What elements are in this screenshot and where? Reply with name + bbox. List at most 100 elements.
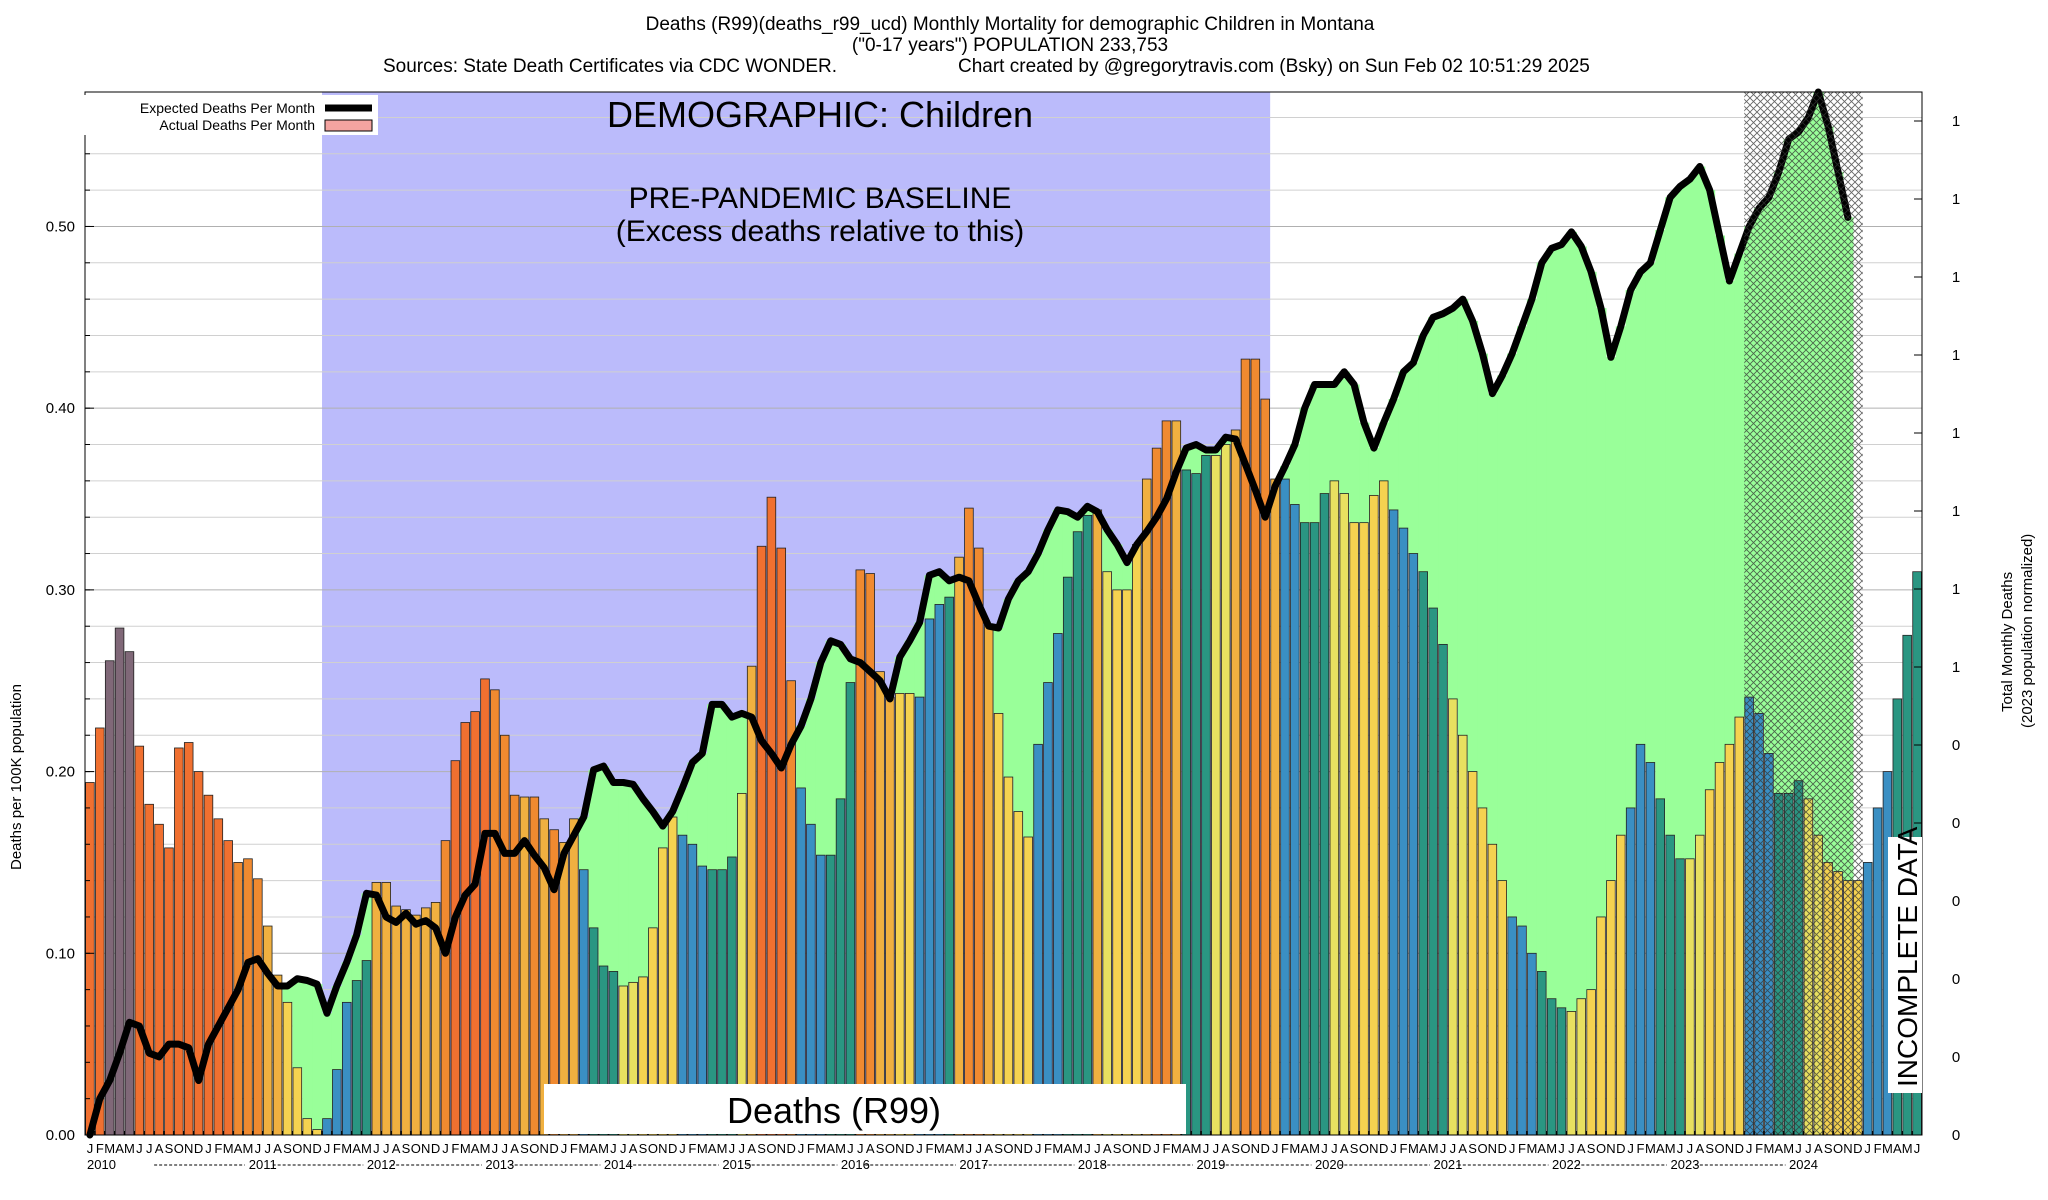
- actual-bar: [1082, 514, 1093, 1136]
- actual-bar: [1329, 480, 1340, 1136]
- excess-area: [894, 657, 906, 694]
- actual-bar: [1092, 509, 1103, 1136]
- year-label: 2011: [249, 1157, 277, 1172]
- actual-bar: [766, 496, 777, 1136]
- month-label: J: [1568, 1141, 1575, 1156]
- year-label: 2019: [1196, 1157, 1225, 1172]
- excess-area: [361, 893, 372, 961]
- month-label: O: [1122, 1141, 1132, 1156]
- month-label: A: [1893, 1141, 1902, 1156]
- month-label: S: [1824, 1141, 1833, 1156]
- month-label: S: [165, 1141, 174, 1156]
- month-label: S: [639, 1141, 648, 1156]
- actual-bar: [1507, 916, 1517, 1136]
- excess-area: [1398, 371, 1409, 529]
- actual-bar: [1556, 1007, 1567, 1136]
- month-label: J: [620, 1141, 627, 1156]
- month-label: A: [1695, 1141, 1704, 1156]
- actual-bar: [411, 914, 421, 1136]
- month-label: A: [708, 1141, 717, 1156]
- month-label: F: [1162, 1141, 1170, 1156]
- year-label: 2015: [722, 1157, 751, 1172]
- actual-bar: [1161, 420, 1172, 1136]
- month-label: J: [1914, 1141, 1921, 1156]
- actual-bar: [1201, 455, 1211, 1136]
- month-label: M: [1052, 1141, 1063, 1156]
- excess-area: [1043, 529, 1054, 683]
- baseline-label-line1: PRE-PANDEMIC BASELINE: [629, 182, 1012, 215]
- month-label: F: [925, 1141, 933, 1156]
- line-layer: [86, 88, 1852, 1139]
- actual-bar: [480, 678, 490, 1136]
- actual-bar: [213, 818, 224, 1136]
- month-label: A: [1814, 1141, 1823, 1156]
- actual-bar: [1714, 762, 1725, 1136]
- month-label: M: [361, 1141, 372, 1156]
- excess-area: [1536, 262, 1548, 972]
- actual-bar: [1862, 862, 1873, 1136]
- month-label: J: [324, 1141, 331, 1156]
- year-label: 2013: [485, 1157, 514, 1172]
- actual-bar: [1122, 589, 1132, 1136]
- month-label: O: [1714, 1141, 1724, 1156]
- excess-area: [1329, 384, 1340, 481]
- month-label: J: [1450, 1141, 1457, 1156]
- actual-bar: [1517, 925, 1527, 1136]
- actual-bar: [954, 556, 964, 1136]
- actual-bar: [1369, 494, 1379, 1136]
- excess-area: [1645, 262, 1656, 763]
- excess-area: [1457, 299, 1469, 736]
- actual-bar: [203, 794, 214, 1136]
- excess-area: [1013, 580, 1024, 812]
- month-label: M: [578, 1141, 589, 1156]
- actual-bar: [1053, 633, 1063, 1136]
- year-label: 2017: [959, 1157, 988, 1172]
- month-label: O: [292, 1141, 302, 1156]
- month-label: M: [1408, 1141, 1419, 1156]
- excess-area: [1497, 375, 1508, 881]
- excess-area: [1339, 371, 1350, 494]
- excess-area: [292, 978, 303, 1068]
- excess-area: [1299, 408, 1311, 523]
- month-label: N: [1251, 1141, 1260, 1156]
- excess-area: [1684, 179, 1696, 859]
- excess-area: [647, 811, 659, 928]
- actual-bar: [855, 569, 866, 1136]
- actual-bar: [470, 711, 480, 1136]
- actual-bar: [1487, 843, 1498, 1136]
- legend-swatch-actual: [324, 119, 373, 132]
- excess-area: [924, 575, 935, 619]
- month-label: M: [697, 1141, 708, 1156]
- actual-bar: [983, 624, 994, 1136]
- year-label: 2022: [1552, 1157, 1581, 1172]
- month-label: M: [1428, 1141, 1439, 1156]
- month-label: M: [1171, 1141, 1182, 1156]
- month-label: D: [1735, 1141, 1744, 1156]
- month-label: J: [1203, 1141, 1210, 1156]
- actual-bar: [1408, 553, 1419, 1136]
- month-label: O: [529, 1141, 539, 1156]
- month-label: D: [312, 1141, 321, 1156]
- month-label: N: [303, 1141, 312, 1156]
- month-label: F: [570, 1141, 578, 1156]
- month-label: M: [1546, 1141, 1557, 1156]
- y2-tick-label: 0: [1952, 1049, 1960, 1066]
- month-label: D: [1616, 1141, 1625, 1156]
- excess-area: [1566, 231, 1577, 1012]
- month-label: S: [1468, 1141, 1477, 1156]
- month-label: M: [598, 1141, 609, 1156]
- month-label: J: [1321, 1141, 1328, 1156]
- month-label: A: [1774, 1141, 1783, 1156]
- baseline-label-line2: (Excess deaths relative to this): [616, 215, 1025, 248]
- excess-area: [1289, 444, 1301, 505]
- excess-area: [1447, 308, 1459, 699]
- month-label: S: [1113, 1141, 1122, 1156]
- y2-tick-label: 1: [1952, 191, 1960, 208]
- month-label: N: [184, 1141, 193, 1156]
- excess-area: [796, 726, 807, 788]
- actual-bar: [223, 840, 233, 1136]
- legend-label-actual: Actual Deaths Per Month: [159, 117, 315, 133]
- actual-bar: [1576, 998, 1587, 1136]
- year-label: 2024: [1789, 1157, 1818, 1172]
- month-label: M: [1783, 1141, 1794, 1156]
